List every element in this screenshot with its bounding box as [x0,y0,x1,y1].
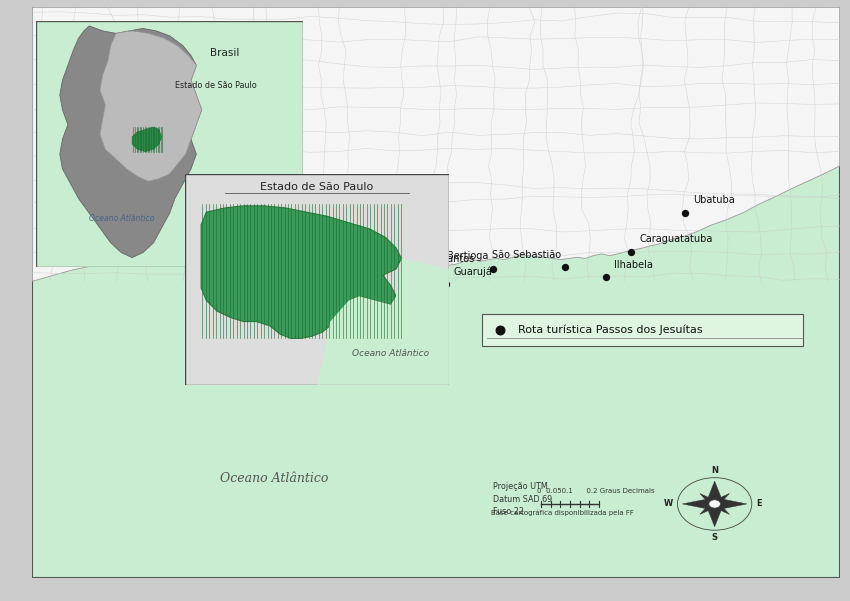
Text: Mongaguá: Mongaguá [370,285,421,296]
Point [678,208,692,218]
Text: Ubatuba: Ubatuba [693,195,734,206]
Text: Caraguatatuba: Caraguatatuba [639,234,713,244]
Polygon shape [132,127,162,151]
Text: S: S [711,533,717,542]
Polygon shape [683,498,715,510]
Circle shape [709,500,721,508]
Text: São Sebastião: São Sebastião [492,249,561,260]
Polygon shape [100,31,201,182]
Point [320,325,334,335]
Text: Praia Grande: Praia Grande [379,276,443,287]
Point [296,353,309,363]
Point [558,262,572,272]
Text: Ilhabela: Ilhabela [614,260,653,270]
Text: Estado de São Paulo: Estado de São Paulo [260,182,374,192]
Polygon shape [201,206,401,338]
Text: N: N [711,466,718,475]
Polygon shape [700,502,718,514]
Text: Base cartográfica disponibilizada pela FF: Base cartográfica disponibilizada pela F… [491,510,634,516]
Text: São Vicente: São Vicente [332,260,390,270]
Polygon shape [706,481,723,504]
Point [428,267,441,276]
Bar [482,314,803,346]
Polygon shape [700,493,718,506]
Point [485,264,499,273]
Point [355,298,369,308]
Polygon shape [60,26,201,258]
Polygon shape [32,7,840,284]
Text: Santos: Santos [441,254,474,264]
Polygon shape [711,502,729,514]
Text: 0  0.050.1      0.2 Graus Decimais: 0 0.050.1 0.2 Graus Decimais [537,487,654,493]
Text: Oceano Atlântico: Oceano Atlântico [352,349,429,358]
Text: Itanhaém: Itanhaém [335,313,382,322]
Polygon shape [711,493,729,506]
Text: Projeção UTM
Datum SAD 69
Fuso 22: Projeção UTM Datum SAD 69 Fuso 22 [492,482,552,516]
Text: Brasil: Brasil [210,48,239,58]
Point [388,273,401,282]
Text: Estado de São Paulo: Estado de São Paulo [175,81,257,90]
Polygon shape [317,258,449,385]
Point [625,247,638,257]
Point [365,289,378,299]
Text: E: E [756,499,762,508]
Text: Oceano Atlântico: Oceano Atlântico [88,214,154,222]
Point [439,279,452,289]
Polygon shape [715,498,747,510]
Point [598,272,612,282]
Polygon shape [706,504,723,526]
Point [493,325,507,335]
Text: Guarujá: Guarujá [454,266,492,276]
Text: Rota turística Passos dos Jesuítas: Rota turística Passos dos Jesuítas [518,325,702,335]
Text: Cubatão: Cubatão [366,251,406,261]
Text: W: W [664,499,673,508]
Point [404,264,417,273]
Text: Bertioga: Bertioga [447,251,489,261]
Text: Peruibe: Peruibe [311,341,348,351]
Text: Oceano Atlântico: Oceano Atlântico [220,472,329,485]
